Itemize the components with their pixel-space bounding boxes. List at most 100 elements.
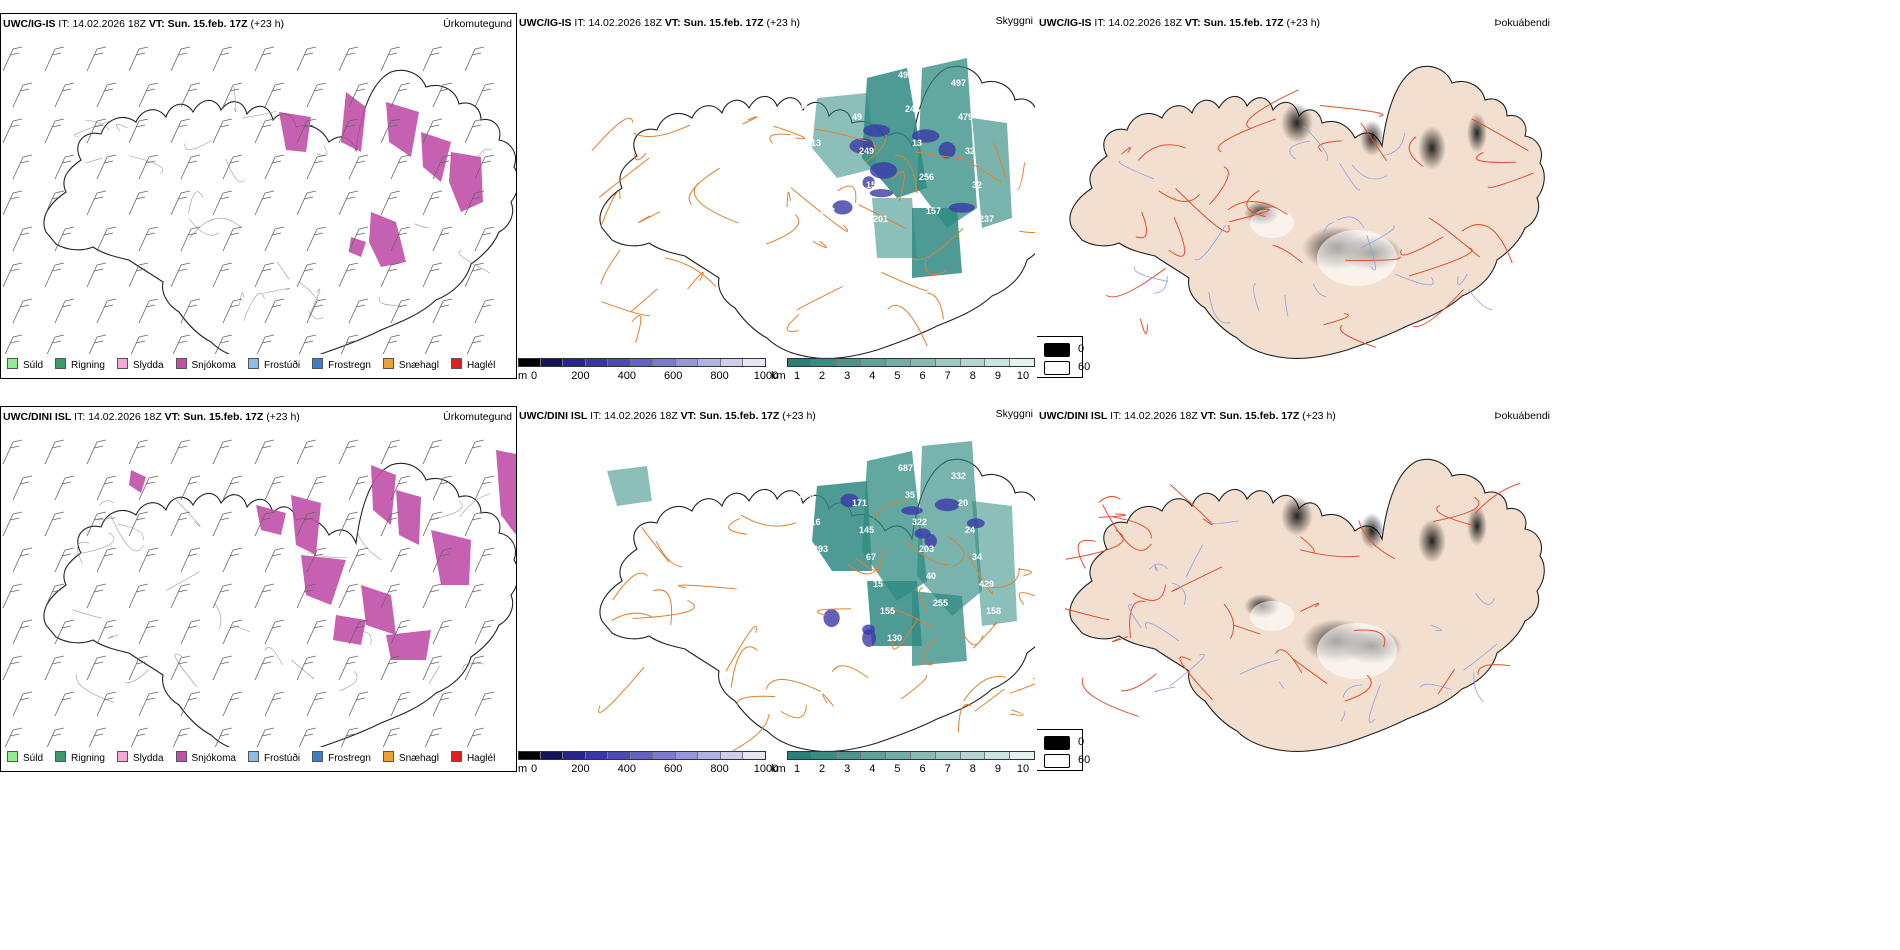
- wind-barb: [390, 298, 411, 324]
- river-line: [1419, 683, 1452, 690]
- wind-barb: [180, 154, 201, 180]
- cloud-base-value: 322: [912, 517, 927, 527]
- border-line: [76, 673, 115, 703]
- road-line: [1246, 189, 1266, 218]
- colorbar-segment: [608, 358, 631, 367]
- wind-barb: [12, 82, 33, 108]
- river-line: [1468, 289, 1492, 310]
- wind-barb: [422, 655, 443, 681]
- road-line: [1436, 504, 1473, 526]
- river-line: [1430, 624, 1442, 632]
- road-line: [1272, 244, 1303, 264]
- legend-label: Súld: [23, 360, 44, 371]
- road-line: [1437, 668, 1455, 695]
- vt-label: VT:: [1200, 410, 1217, 422]
- wind-barb: [464, 439, 485, 465]
- colorbar-segment: [675, 358, 699, 367]
- wind-barb: [296, 511, 317, 537]
- wind-barb: [390, 475, 411, 501]
- river-line: [1475, 593, 1495, 605]
- cloud-base-value: 32: [972, 180, 982, 190]
- wind-barb: [212, 46, 233, 72]
- colorbar-segment: [540, 358, 564, 367]
- legend-swatch: [175, 358, 187, 369]
- colorbar-tick-label: 5: [894, 763, 901, 772]
- road-line: [1169, 484, 1213, 526]
- wind-barb: [96, 691, 117, 717]
- river-line: [1372, 523, 1382, 544]
- fog-legend-value: 0: [1078, 343, 1085, 355]
- wind-barb: [180, 619, 201, 645]
- fog-area: [1360, 120, 1384, 156]
- road-line: [817, 608, 852, 616]
- visibility-map: 505 432 492 497 268 49 243 479 213 249 13 32 01 156 25…: [517, 33, 1037, 363]
- road-line: [1339, 324, 1377, 348]
- fog-map: [1037, 426, 1557, 761]
- visibility-map: 87 258 687 332 306 171 35 20 116 145 322 24 293 67 203…: [517, 426, 1037, 756]
- river-line: [1153, 275, 1168, 294]
- colorbar-tick-label: 9: [994, 763, 1001, 772]
- legend-swatch: [116, 751, 128, 762]
- cloud-base-value: 01: [813, 172, 823, 182]
- glacier-outline: [1317, 230, 1397, 286]
- road-line: [974, 688, 1005, 712]
- wind-barb: [12, 691, 33, 717]
- wind-barb: [170, 46, 191, 72]
- colorbar-segment: [861, 751, 887, 760]
- panel-title: Úrkomutegund: [443, 18, 512, 30]
- road-line: [780, 704, 807, 719]
- border-line: [243, 293, 265, 321]
- cloud-base-value: 24: [965, 525, 975, 535]
- wind-barb: [54, 547, 75, 573]
- legend-item: Snjókoma: [175, 358, 236, 371]
- road-line: [892, 170, 905, 202]
- precip-type-panel: UWC/DINI ISL IT: 14.02.2026 18Z VT: Sun.…: [0, 406, 517, 772]
- low-cloud-base: [840, 493, 859, 508]
- wind-barb: [380, 190, 401, 216]
- wind-barb: [54, 226, 75, 252]
- snowfall-area: [386, 102, 419, 157]
- cloud-base-value: 505: [792, 70, 807, 80]
- river-line: [1284, 294, 1289, 317]
- wind-barb: [390, 547, 411, 573]
- river-line: [1149, 563, 1168, 570]
- cloud-base-value: 687: [898, 463, 913, 473]
- wind-barb: [2, 118, 23, 144]
- wind-barb: [348, 691, 369, 717]
- wind-barb: [296, 583, 317, 609]
- wind-barb: [212, 262, 233, 288]
- fog-legend-swatch: [1044, 361, 1070, 375]
- legend-swatch: [247, 358, 259, 369]
- wind-barb: [12, 226, 33, 252]
- border-line: [107, 634, 119, 639]
- colorbar-tick-label: 4: [869, 763, 876, 772]
- legend-swatch: [7, 358, 18, 369]
- road-line: [664, 257, 717, 288]
- wind-barb: [128, 262, 149, 288]
- road-line: [1098, 513, 1126, 518]
- cloud-base-value: 158: [986, 606, 1001, 616]
- legend-item: Frostregn: [312, 358, 371, 371]
- road-line: [814, 128, 867, 142]
- river-line: [1337, 216, 1365, 229]
- road-line: [887, 304, 928, 347]
- road-line: [641, 526, 670, 563]
- cloud-base-value: 243: [905, 104, 920, 114]
- border-line: [188, 191, 204, 214]
- legend-label: Snæhagl: [398, 360, 439, 371]
- wind-barb: [390, 226, 411, 252]
- border-line: [116, 123, 128, 132]
- road-line: [1158, 190, 1200, 202]
- colorbar-unit: km: [771, 763, 786, 772]
- road-line: [1475, 152, 1516, 163]
- road-line: [1300, 602, 1320, 613]
- legend-swatch: [116, 358, 128, 369]
- border-line: [264, 647, 283, 666]
- road-line: [688, 167, 720, 205]
- panel-header: UWC/IG-IS IT: 14.02.2026 18Z VT: Sun. 15…: [3, 18, 514, 32]
- lead-time: (+23 h): [250, 18, 285, 30]
- road-line: [812, 240, 827, 249]
- wind-barb: [474, 619, 495, 645]
- legend-swatch: [382, 358, 394, 369]
- wind-barb: [212, 439, 233, 465]
